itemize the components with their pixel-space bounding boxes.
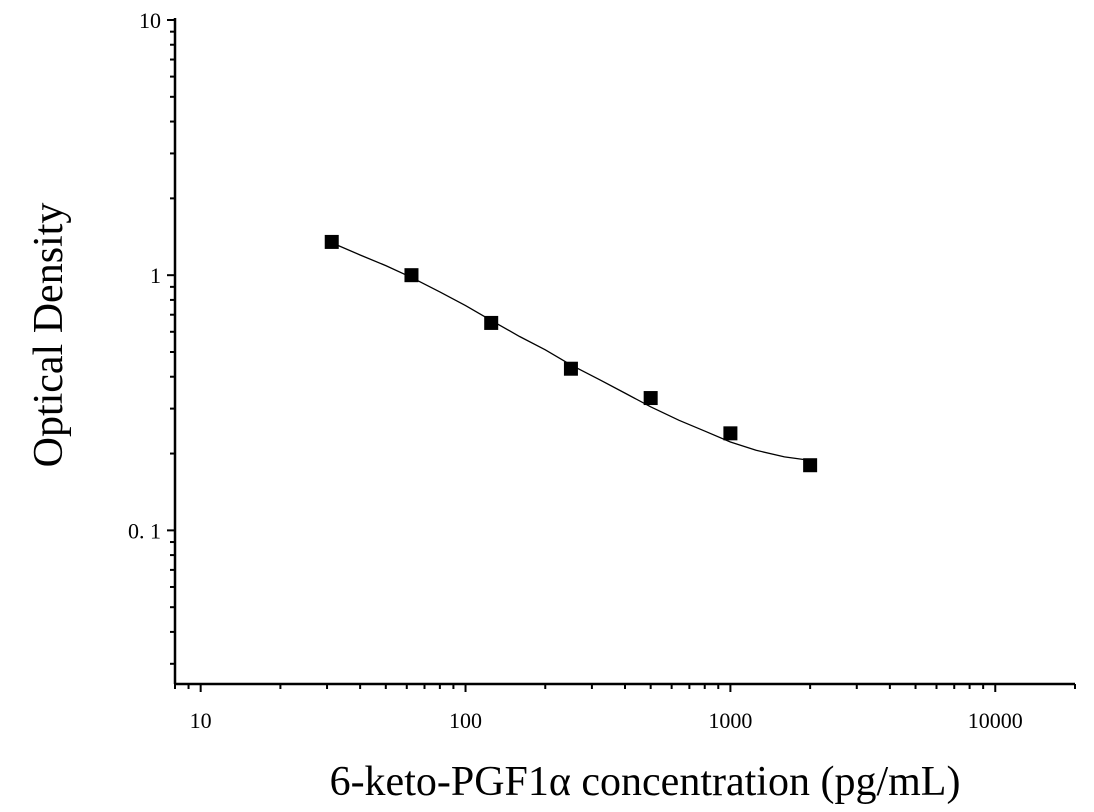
data-point bbox=[484, 315, 499, 330]
x-tick-label: 100 bbox=[449, 708, 482, 733]
y-axis-title: Optical Density bbox=[26, 203, 72, 468]
data-point bbox=[324, 234, 339, 249]
y-tick-label: 0. 1 bbox=[128, 518, 161, 543]
axes bbox=[173, 18, 1075, 686]
data-point bbox=[643, 391, 658, 406]
x-axis-title: 6-keto-PGF1α concentration (pg/mL) bbox=[330, 759, 961, 805]
x-tick-label: 10 bbox=[190, 708, 212, 733]
y-tick-label: 10 bbox=[139, 8, 161, 33]
data-point bbox=[803, 458, 818, 473]
y-tick-label: 1 bbox=[150, 263, 161, 288]
fit-curve bbox=[331, 242, 811, 462]
data-point bbox=[404, 268, 419, 283]
fit-curve-layer bbox=[331, 242, 811, 462]
data-point bbox=[723, 426, 738, 441]
x-tick-label: 1000 bbox=[708, 708, 752, 733]
data-points bbox=[324, 234, 818, 473]
x-tick-label: 10000 bbox=[968, 708, 1023, 733]
data-point bbox=[563, 361, 578, 376]
ticks: 10 100 1000 10000 0. 1 1 10 bbox=[128, 8, 1076, 733]
